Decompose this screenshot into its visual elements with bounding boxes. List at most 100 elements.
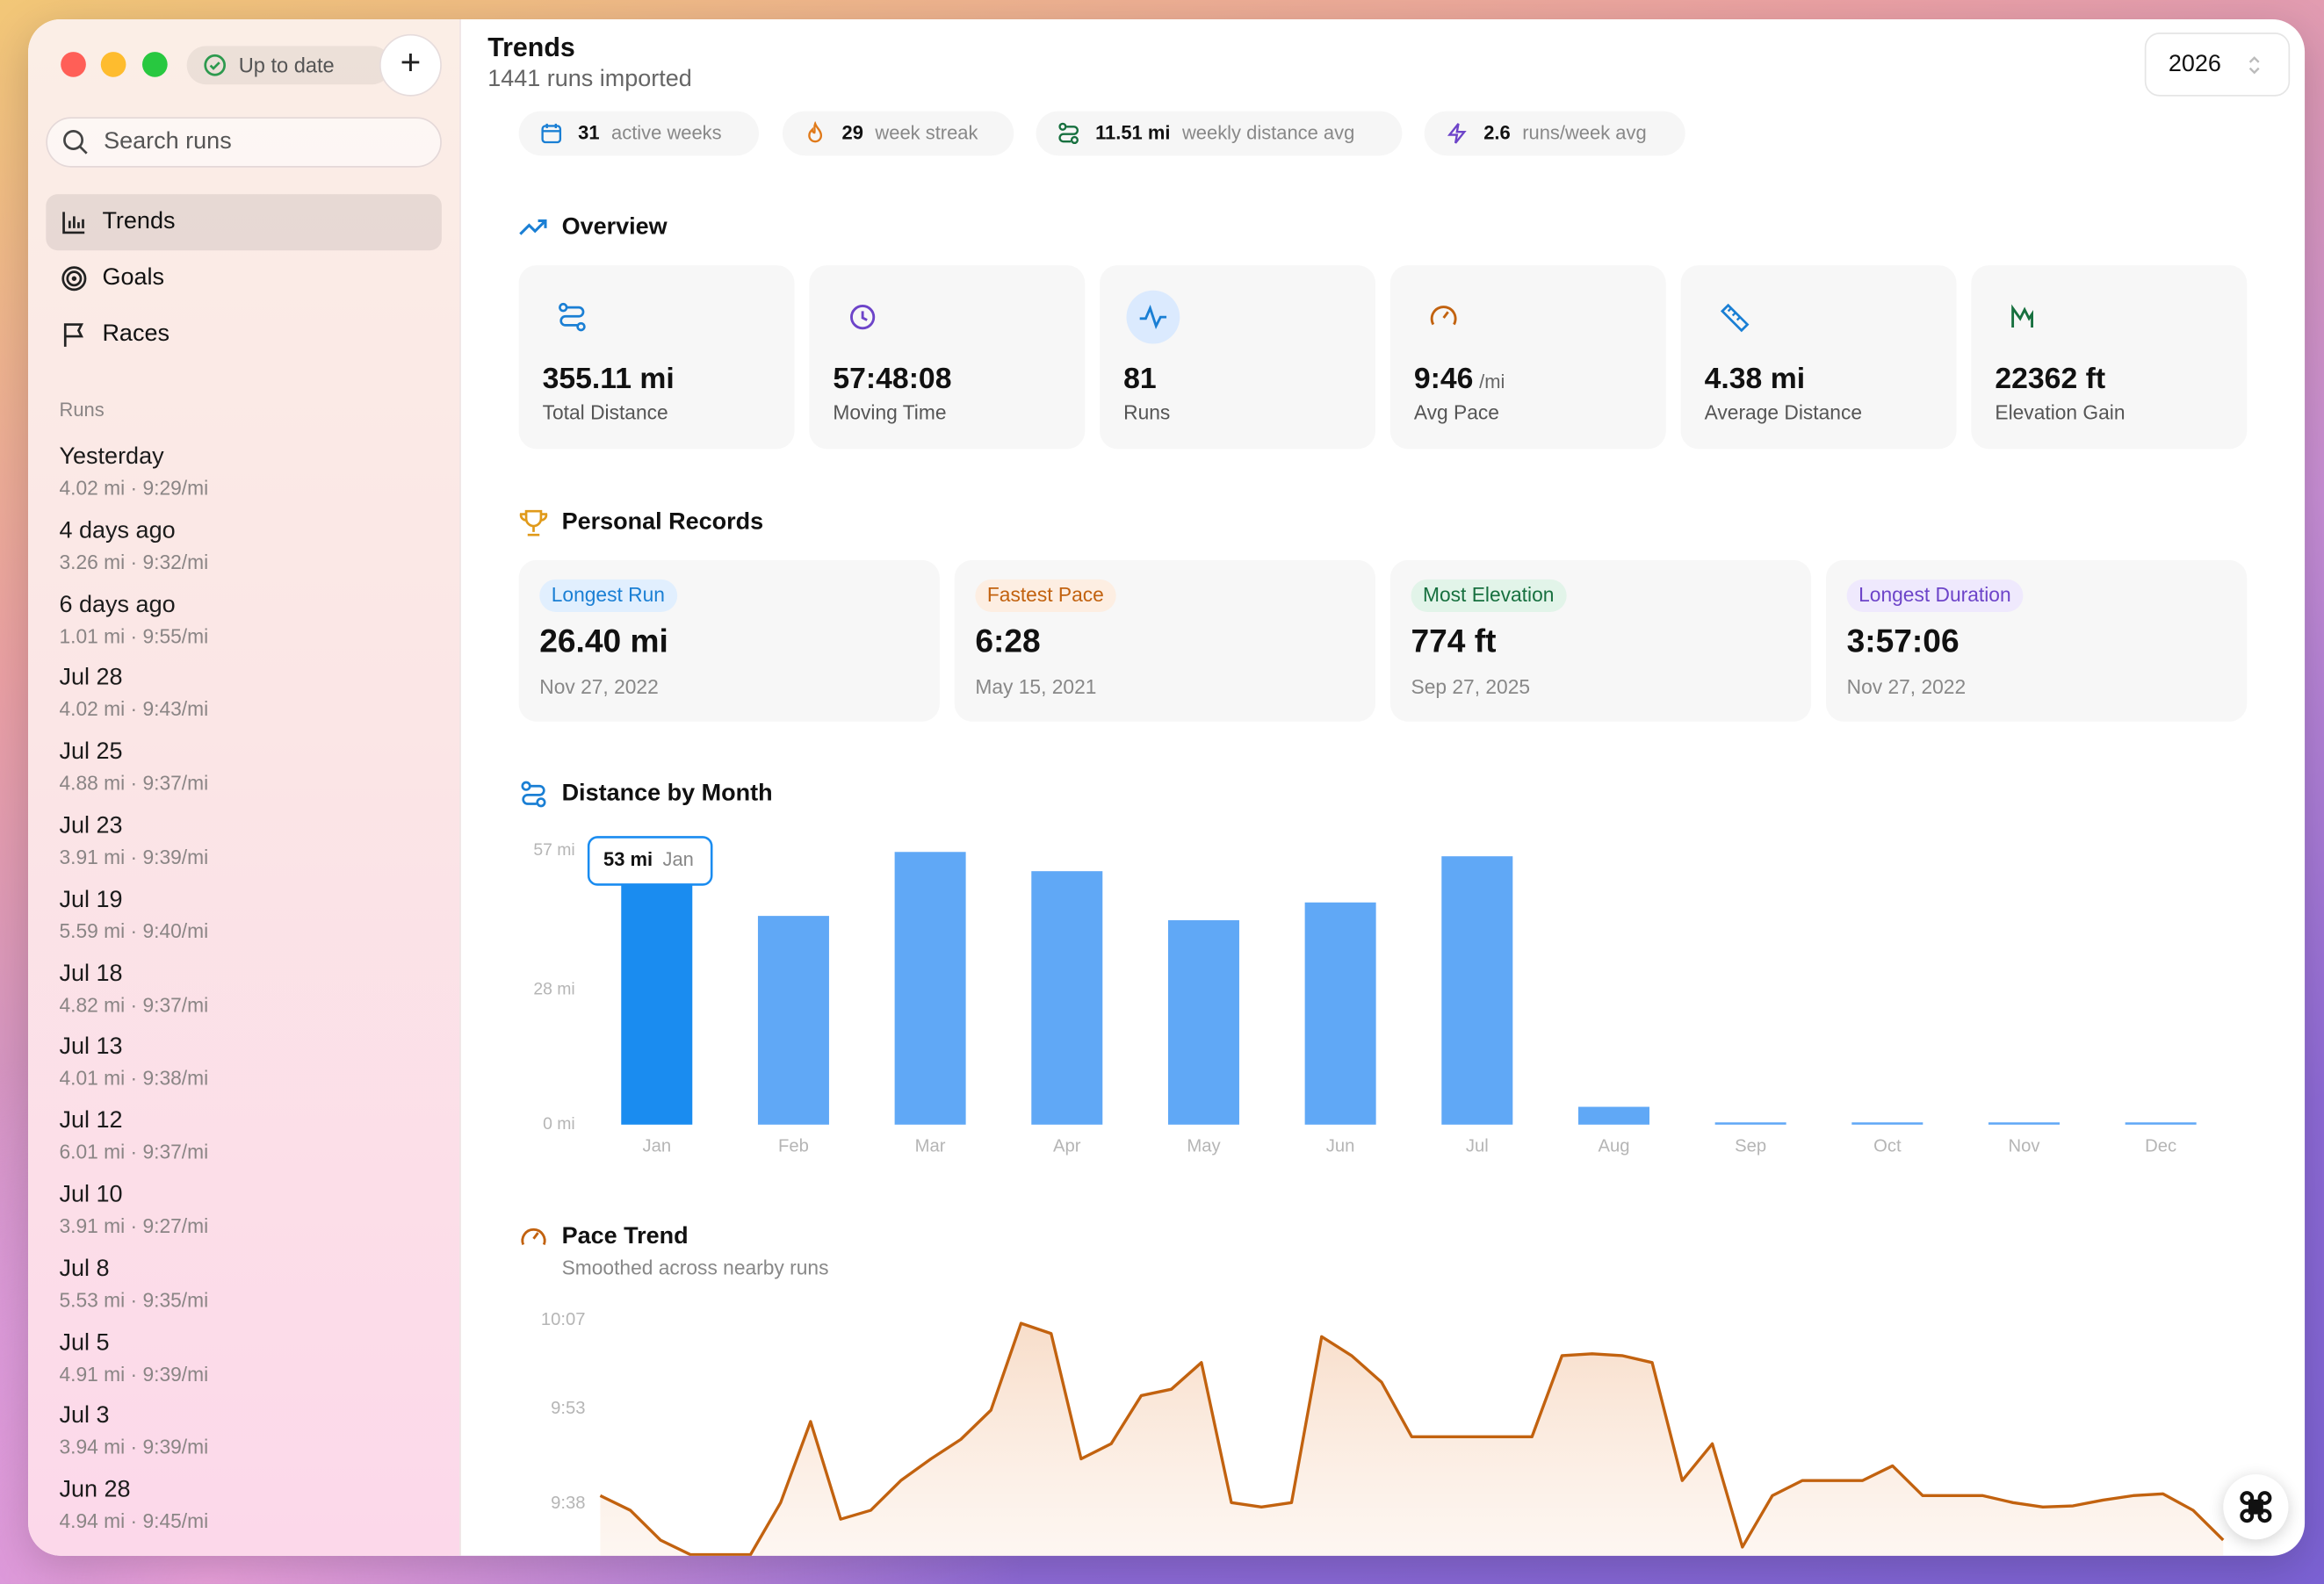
card-label: Avg Pace — [1413, 401, 1499, 424]
stat-chip: 2.6 runs/week avg — [1424, 111, 1685, 156]
bar — [1441, 856, 1513, 1125]
stat-label: runs/week avg — [1522, 121, 1647, 144]
card-icon — [1714, 297, 1755, 338]
bar — [1714, 1122, 1786, 1125]
run-detail: 4.01 mi · 9:38/mi — [59, 1067, 209, 1090]
run-detail: 5.53 mi · 9:35/mi — [59, 1288, 209, 1312]
stat-card: 57:48:08 Moving Time — [809, 265, 1086, 450]
bar — [1304, 902, 1376, 1125]
nav-item[interactable]: Races — [46, 306, 442, 363]
x-tick-label: Aug — [1598, 1136, 1629, 1156]
run-item[interactable]: Jul 8 5.53 mi · 9:35/mi — [60, 1256, 430, 1321]
bar — [757, 916, 829, 1125]
record-tag: Longest Duration — [1846, 579, 2024, 612]
card-icon — [1126, 290, 1180, 344]
fab-icon — [2240, 1491, 2272, 1523]
search-box[interactable]: Search runs — [46, 117, 442, 168]
record-date: Nov 27, 2022 — [1846, 675, 1967, 698]
distance-icon — [521, 781, 546, 808]
run-date: Jul 18 — [59, 961, 123, 987]
value-text: 9:46 — [1413, 363, 1474, 396]
bar — [2125, 1122, 2197, 1125]
status-text: Up to date — [238, 53, 335, 77]
section-title: Pace Trend — [561, 1223, 689, 1249]
run-detail: 6.01 mi · 9:37/mi — [59, 1141, 209, 1164]
x-tick-label: Jun — [1326, 1136, 1355, 1156]
nav-item[interactable]: Trends — [46, 194, 442, 251]
value-text: 355.11 mi — [542, 363, 675, 396]
tooltip-value: 53 mi — [603, 848, 653, 870]
run-detail: 4.82 mi · 9:37/mi — [59, 993, 209, 1016]
sync-status[interactable]: Up to date — [186, 46, 392, 85]
run-item[interactable]: 4 days ago 3.26 mi · 9:32/mi — [60, 518, 430, 583]
card-label: Total Distance — [542, 401, 668, 424]
stat-card: 81 Runs — [1100, 265, 1375, 450]
run-item[interactable]: Jul 28 4.02 mi · 9:43/mi — [60, 666, 430, 731]
bar — [1167, 920, 1239, 1125]
run-detail: 5.59 mi · 9:40/mi — [59, 919, 209, 942]
run-item[interactable]: Yesterday 4.02 mi · 9:29/mi — [60, 444, 430, 509]
run-item[interactable]: Jul 18 4.82 mi · 9:37/mi — [60, 961, 430, 1026]
run-item[interactable]: Jul 23 3.91 mi · 9:39/mi — [60, 813, 430, 878]
stat-card: 9:46/mi Avg Pace — [1389, 265, 1666, 450]
floating-button[interactable] — [2223, 1474, 2289, 1540]
run-detail: 4.94 mi · 9:45/mi — [59, 1509, 209, 1533]
stat-label: active weeks — [611, 121, 722, 144]
run-detail: 1.01 mi · 9:55/mi — [59, 624, 209, 647]
charts: 0 mi 28 mi 57 mi Jan Feb Mar Apr May Jun Jul Aug Se… — [533, 836, 2225, 1556]
close-button[interactable] — [61, 52, 86, 77]
zoom-button[interactable] — [142, 52, 168, 77]
stat-card: 4.38 mi Average Distance — [1680, 265, 1957, 450]
record-card: Longest Run 26.40 mi Nov 27, 2022 — [518, 559, 940, 722]
record-tag: Longest Run — [539, 579, 677, 612]
window-content: Up to date + Search runs Trends Goals Ra… — [28, 18, 2305, 1556]
add-button[interactable]: + — [379, 33, 442, 97]
run-item[interactable]: 6 days ago 1.01 mi · 9:55/mi — [60, 592, 430, 657]
run-item[interactable]: Jul 19 5.59 mi · 9:40/mi — [60, 887, 430, 952]
sidebar — [28, 18, 461, 1556]
tooltip-category: Jan — [663, 848, 694, 870]
card-label: Moving Time — [833, 401, 947, 424]
tooltip — [587, 836, 713, 886]
nav-icon — [63, 323, 83, 347]
run-detail: 3.91 mi · 9:27/mi — [59, 1214, 209, 1238]
card-value: 57:48:08 — [833, 363, 951, 397]
x-tick-label: Jan — [642, 1136, 671, 1156]
nav-label: Goals — [102, 265, 164, 291]
run-item[interactable]: Jul 3 3.94 mi · 9:39/mi — [60, 1404, 430, 1469]
search-icon — [63, 129, 88, 155]
minimize-button[interactable] — [100, 52, 126, 77]
run-date: Jul 12 — [59, 1108, 123, 1134]
run-item[interactable]: Jun 28 4.94 mi · 9:45/mi — [60, 1478, 430, 1543]
run-item[interactable]: Jul 12 6.01 mi · 9:37/mi — [60, 1109, 430, 1174]
nav-label: Races — [102, 321, 170, 347]
stat-value: 11.51 mi — [1095, 121, 1171, 144]
run-item[interactable]: Jul 25 4.88 mi · 9:37/mi — [60, 739, 430, 804]
chip-text: 31 active weeks — [578, 112, 722, 156]
card-value: 22362 ft — [1995, 363, 2105, 397]
run-item[interactable]: Jul 13 4.01 mi · 9:38/mi — [60, 1035, 430, 1100]
card-value: 81 — [1123, 363, 1157, 397]
stat-chip: 31 active weeks — [518, 111, 759, 156]
nav-item[interactable]: Goals — [46, 250, 442, 306]
card-value: 9:46/mi — [1414, 363, 1505, 397]
x-tick-label: Sep — [1735, 1136, 1766, 1156]
card-label: Average Distance — [1704, 401, 1863, 424]
value-text: 4.38 mi — [1704, 363, 1806, 396]
run-date: Jul 28 — [59, 666, 123, 692]
run-detail: 4.02 mi · 9:29/mi — [59, 477, 209, 500]
run-date: Jul 3 — [59, 1403, 110, 1429]
area-fill — [600, 1323, 2224, 1556]
section-subtitle: Smoothed across nearby runs — [561, 1256, 829, 1279]
run-item[interactable]: Jul 5 4.91 mi · 9:39/mi — [60, 1330, 430, 1395]
run-detail: 3.26 mi · 9:32/mi — [59, 551, 209, 573]
runs-heading: Runs — [59, 398, 105, 421]
year-picker[interactable]: 2026 — [2144, 32, 2291, 97]
run-item[interactable]: Jul 10 3.91 mi · 9:27/mi — [60, 1183, 430, 1248]
card-value: 355.11 mi — [543, 363, 675, 397]
value-text: 81 — [1123, 363, 1157, 396]
bar — [1031, 871, 1103, 1125]
run-date: Jul 13 — [59, 1034, 123, 1061]
value-unit: /mi — [1479, 370, 1505, 393]
